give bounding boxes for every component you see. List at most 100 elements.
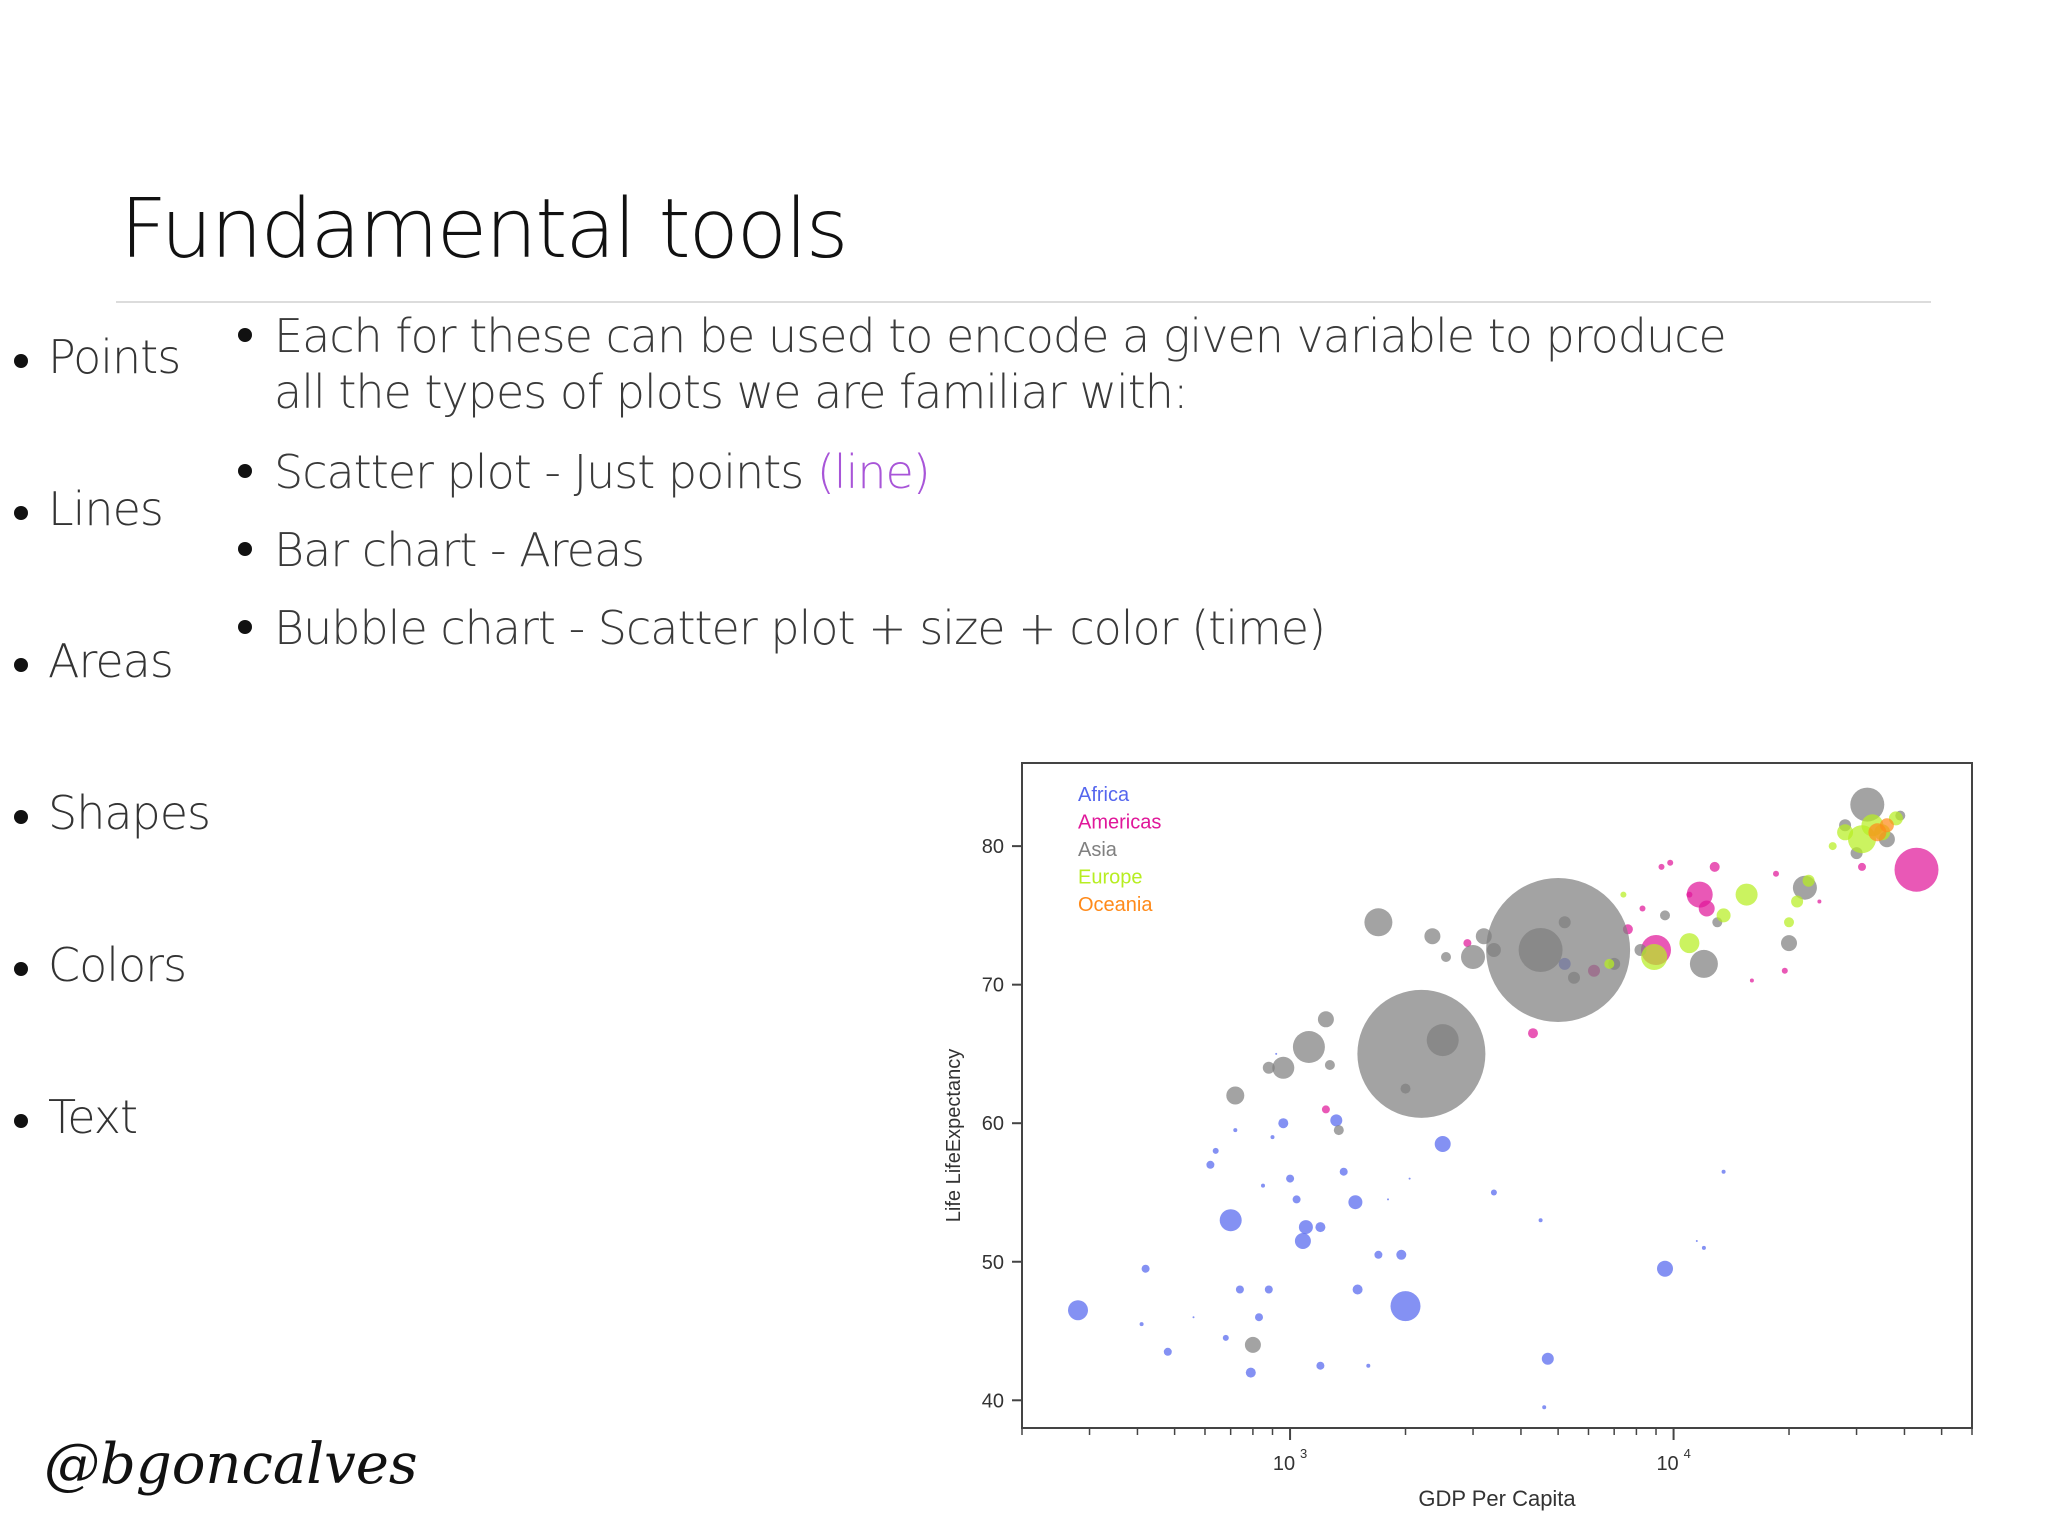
bubble-africa [1330, 1114, 1343, 1127]
tool-label: Points [48, 330, 181, 384]
bubble-africa [1387, 1198, 1389, 1201]
bullet-icon [14, 961, 28, 976]
bubble-africa [1264, 1285, 1273, 1294]
bullet-scatter: Scatter plot - Just points (line) [236, 444, 931, 500]
bullet-accent-text: (line) [816, 445, 931, 499]
bubble-americas [1667, 859, 1674, 866]
bubble-europe [1735, 883, 1758, 906]
bubble-asia [1689, 949, 1718, 978]
bubble-europe [1620, 891, 1627, 898]
legend-africa: Africa [1078, 784, 1130, 806]
bullet-icon [14, 1113, 28, 1128]
bubble-americas [1894, 847, 1939, 892]
bubble-africa [1139, 1322, 1144, 1327]
bubble-africa [1542, 1405, 1547, 1410]
bubble-europe [1791, 895, 1804, 908]
bubble-americas [1817, 899, 1822, 904]
tool-item-lines: Lines [14, 482, 164, 536]
bullet-bar: Bar chart - Areas [236, 522, 645, 578]
slide-title: Fundamental tools [120, 182, 848, 277]
bubble-europe [1784, 917, 1794, 928]
bullet-bubble: Bubble chart - Scatter plot + size + col… [236, 600, 1326, 656]
bubble-asia [1262, 1061, 1275, 1074]
bubble-asia [1333, 1125, 1344, 1136]
bubble-africa [1292, 1195, 1301, 1204]
bubble-americas [1698, 900, 1715, 917]
bubble-africa [1339, 1167, 1348, 1176]
bubble-asia [1226, 1086, 1245, 1105]
bubble-africa [1278, 1118, 1289, 1129]
bullet-icon [238, 464, 252, 478]
bullet-icon [238, 328, 252, 342]
bullet-icon [238, 542, 252, 556]
bubble-africa [1298, 1220, 1313, 1235]
y-tick-label: 60 [982, 1113, 1004, 1135]
y-tick-label: 50 [982, 1252, 1004, 1274]
bullet-encode: Each for these can be used to encode a g… [236, 308, 1727, 420]
y-tick-label: 70 [982, 975, 1004, 997]
bubble-americas [1658, 863, 1665, 870]
bubble-asia [1324, 1060, 1335, 1070]
bullet-text: Scatter plot - Just points [274, 445, 817, 499]
bubble-asia [1781, 935, 1797, 952]
tool-label: Shapes [48, 786, 211, 840]
x-tick-exponent: 4 [1684, 1446, 1691, 1461]
bullet-text: Bubble chart - Scatter plot + size + col… [274, 601, 1326, 655]
plot-frame [1021, 762, 1973, 1429]
bubble-africa [1390, 1291, 1421, 1322]
bubble-africa [1163, 1347, 1172, 1356]
bubble-asia [1441, 952, 1451, 962]
tool-label: Text [48, 1090, 138, 1144]
bubble-americas [1321, 1105, 1330, 1114]
bubble-africa [1192, 1316, 1195, 1319]
author-handle: @bgoncalves [44, 1432, 418, 1497]
bubble-africa [1270, 1135, 1275, 1140]
bubble-africa [1366, 1363, 1371, 1368]
tool-item-shapes: Shapes [14, 786, 211, 840]
bubble-europe [1604, 958, 1615, 969]
bubble-asia [1486, 878, 1631, 1022]
x-tick-label: 10 [1273, 1453, 1295, 1475]
legend-asia: Asia [1078, 839, 1118, 861]
y-tick-label: 80 [982, 836, 1004, 858]
bubble-asia [1317, 1011, 1334, 1028]
bubble-africa [1315, 1222, 1326, 1233]
bubble-africa [1255, 1313, 1263, 1322]
tool-label: Areas [48, 634, 174, 688]
bubble-africa [1212, 1147, 1219, 1154]
bubble-africa [1316, 1361, 1325, 1370]
bubble-asia [1357, 989, 1486, 1118]
bubble-asia [1568, 971, 1580, 984]
x-tick-label: 10 [1656, 1453, 1678, 1475]
bubble-asia [1272, 1056, 1295, 1079]
bubble-europe [1802, 874, 1815, 887]
tool-label: Colors [48, 938, 187, 992]
bullet-icon [14, 809, 28, 824]
bubble-africa [1068, 1300, 1088, 1321]
bubble-asia [1558, 916, 1571, 929]
bubble-asia [1660, 910, 1670, 921]
bubble-asia [1461, 945, 1485, 969]
bubble-asia [1244, 1336, 1261, 1353]
tool-item-points: Points [14, 330, 181, 384]
tool-label: Lines [48, 482, 164, 536]
bubble-americas [1709, 861, 1720, 872]
bubble-africa [1219, 1209, 1242, 1232]
bubble-americas [1749, 978, 1754, 983]
x-axis-label: GDP Per Capita [1418, 1486, 1576, 1511]
bullet-text: Bar chart - Areas [274, 523, 645, 577]
x-tick-exponent: 3 [1300, 1446, 1307, 1461]
bubble-oceania [1879, 818, 1894, 833]
bubble-europe [1641, 944, 1668, 970]
legend-americas: Americas [1078, 812, 1161, 834]
bullet-icon [14, 505, 28, 520]
bubble-europe [1716, 908, 1731, 923]
bubble-africa [1434, 1136, 1451, 1152]
bubble-asia [1426, 1024, 1459, 1057]
bubble-africa [1657, 1260, 1673, 1277]
bubble-asia [1850, 787, 1885, 822]
bubble-africa [1695, 1240, 1698, 1242]
bullet-text-line2: all the types of plots we are familiar w… [274, 365, 1188, 419]
bubble-africa [1141, 1264, 1150, 1273]
bubble-africa [1408, 1177, 1411, 1180]
